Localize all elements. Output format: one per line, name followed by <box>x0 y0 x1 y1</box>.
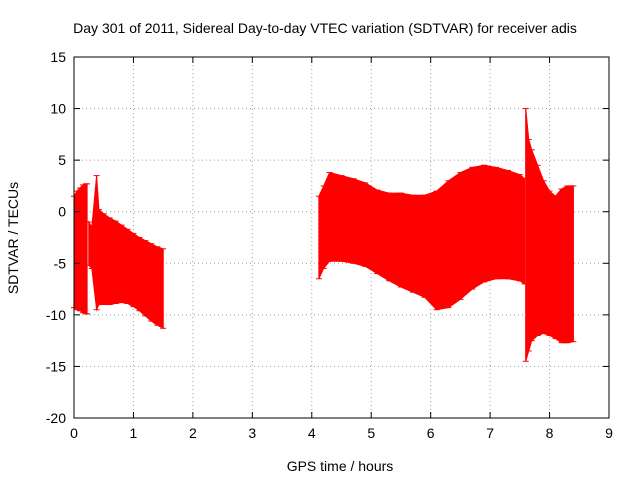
x-tick-label: 7 <box>486 425 494 441</box>
y-tick-label: -15 <box>46 358 66 374</box>
error-band-fill <box>73 183 88 315</box>
x-tick-label: 8 <box>546 425 554 441</box>
y-axis-label: SDTVAR / TECUs <box>5 182 21 294</box>
x-tick-label: 2 <box>189 425 197 441</box>
x-tick-label: 4 <box>308 425 316 441</box>
x-axis-ticks: 0 1 2 3 4 5 6 7 8 9 <box>70 57 613 441</box>
y-tick-label: 10 <box>50 101 66 117</box>
plot-border <box>73 56 610 419</box>
y-tick-label: 0 <box>58 204 66 220</box>
x-tick-label: 3 <box>248 425 256 441</box>
y-tick-label: 15 <box>50 49 66 65</box>
y-tick-label: -5 <box>54 255 67 271</box>
chart-title: Day 301 of 2011, Sidereal Day-to-day VTE… <box>73 20 577 36</box>
x-tick-label: 6 <box>427 425 435 441</box>
x-tick-label: 5 <box>367 425 375 441</box>
plot-frame <box>73 56 610 419</box>
y-axis-ticks: -20 -15 -10 -5 0 5 10 15 <box>46 49 609 426</box>
x-axis-label: GPS time / hours <box>287 458 394 474</box>
data-series <box>71 108 577 362</box>
error-band-segment <box>522 108 577 362</box>
y-tick-label: -20 <box>46 410 66 426</box>
y-tick-label: 5 <box>58 152 66 168</box>
y-tick-label: -10 <box>46 307 66 323</box>
error-band-segment <box>315 164 528 311</box>
x-tick-label: 9 <box>605 425 613 441</box>
x-tick-label: 0 <box>70 425 78 441</box>
x-tick-label: 1 <box>130 425 138 441</box>
error-band-segment <box>85 175 167 330</box>
